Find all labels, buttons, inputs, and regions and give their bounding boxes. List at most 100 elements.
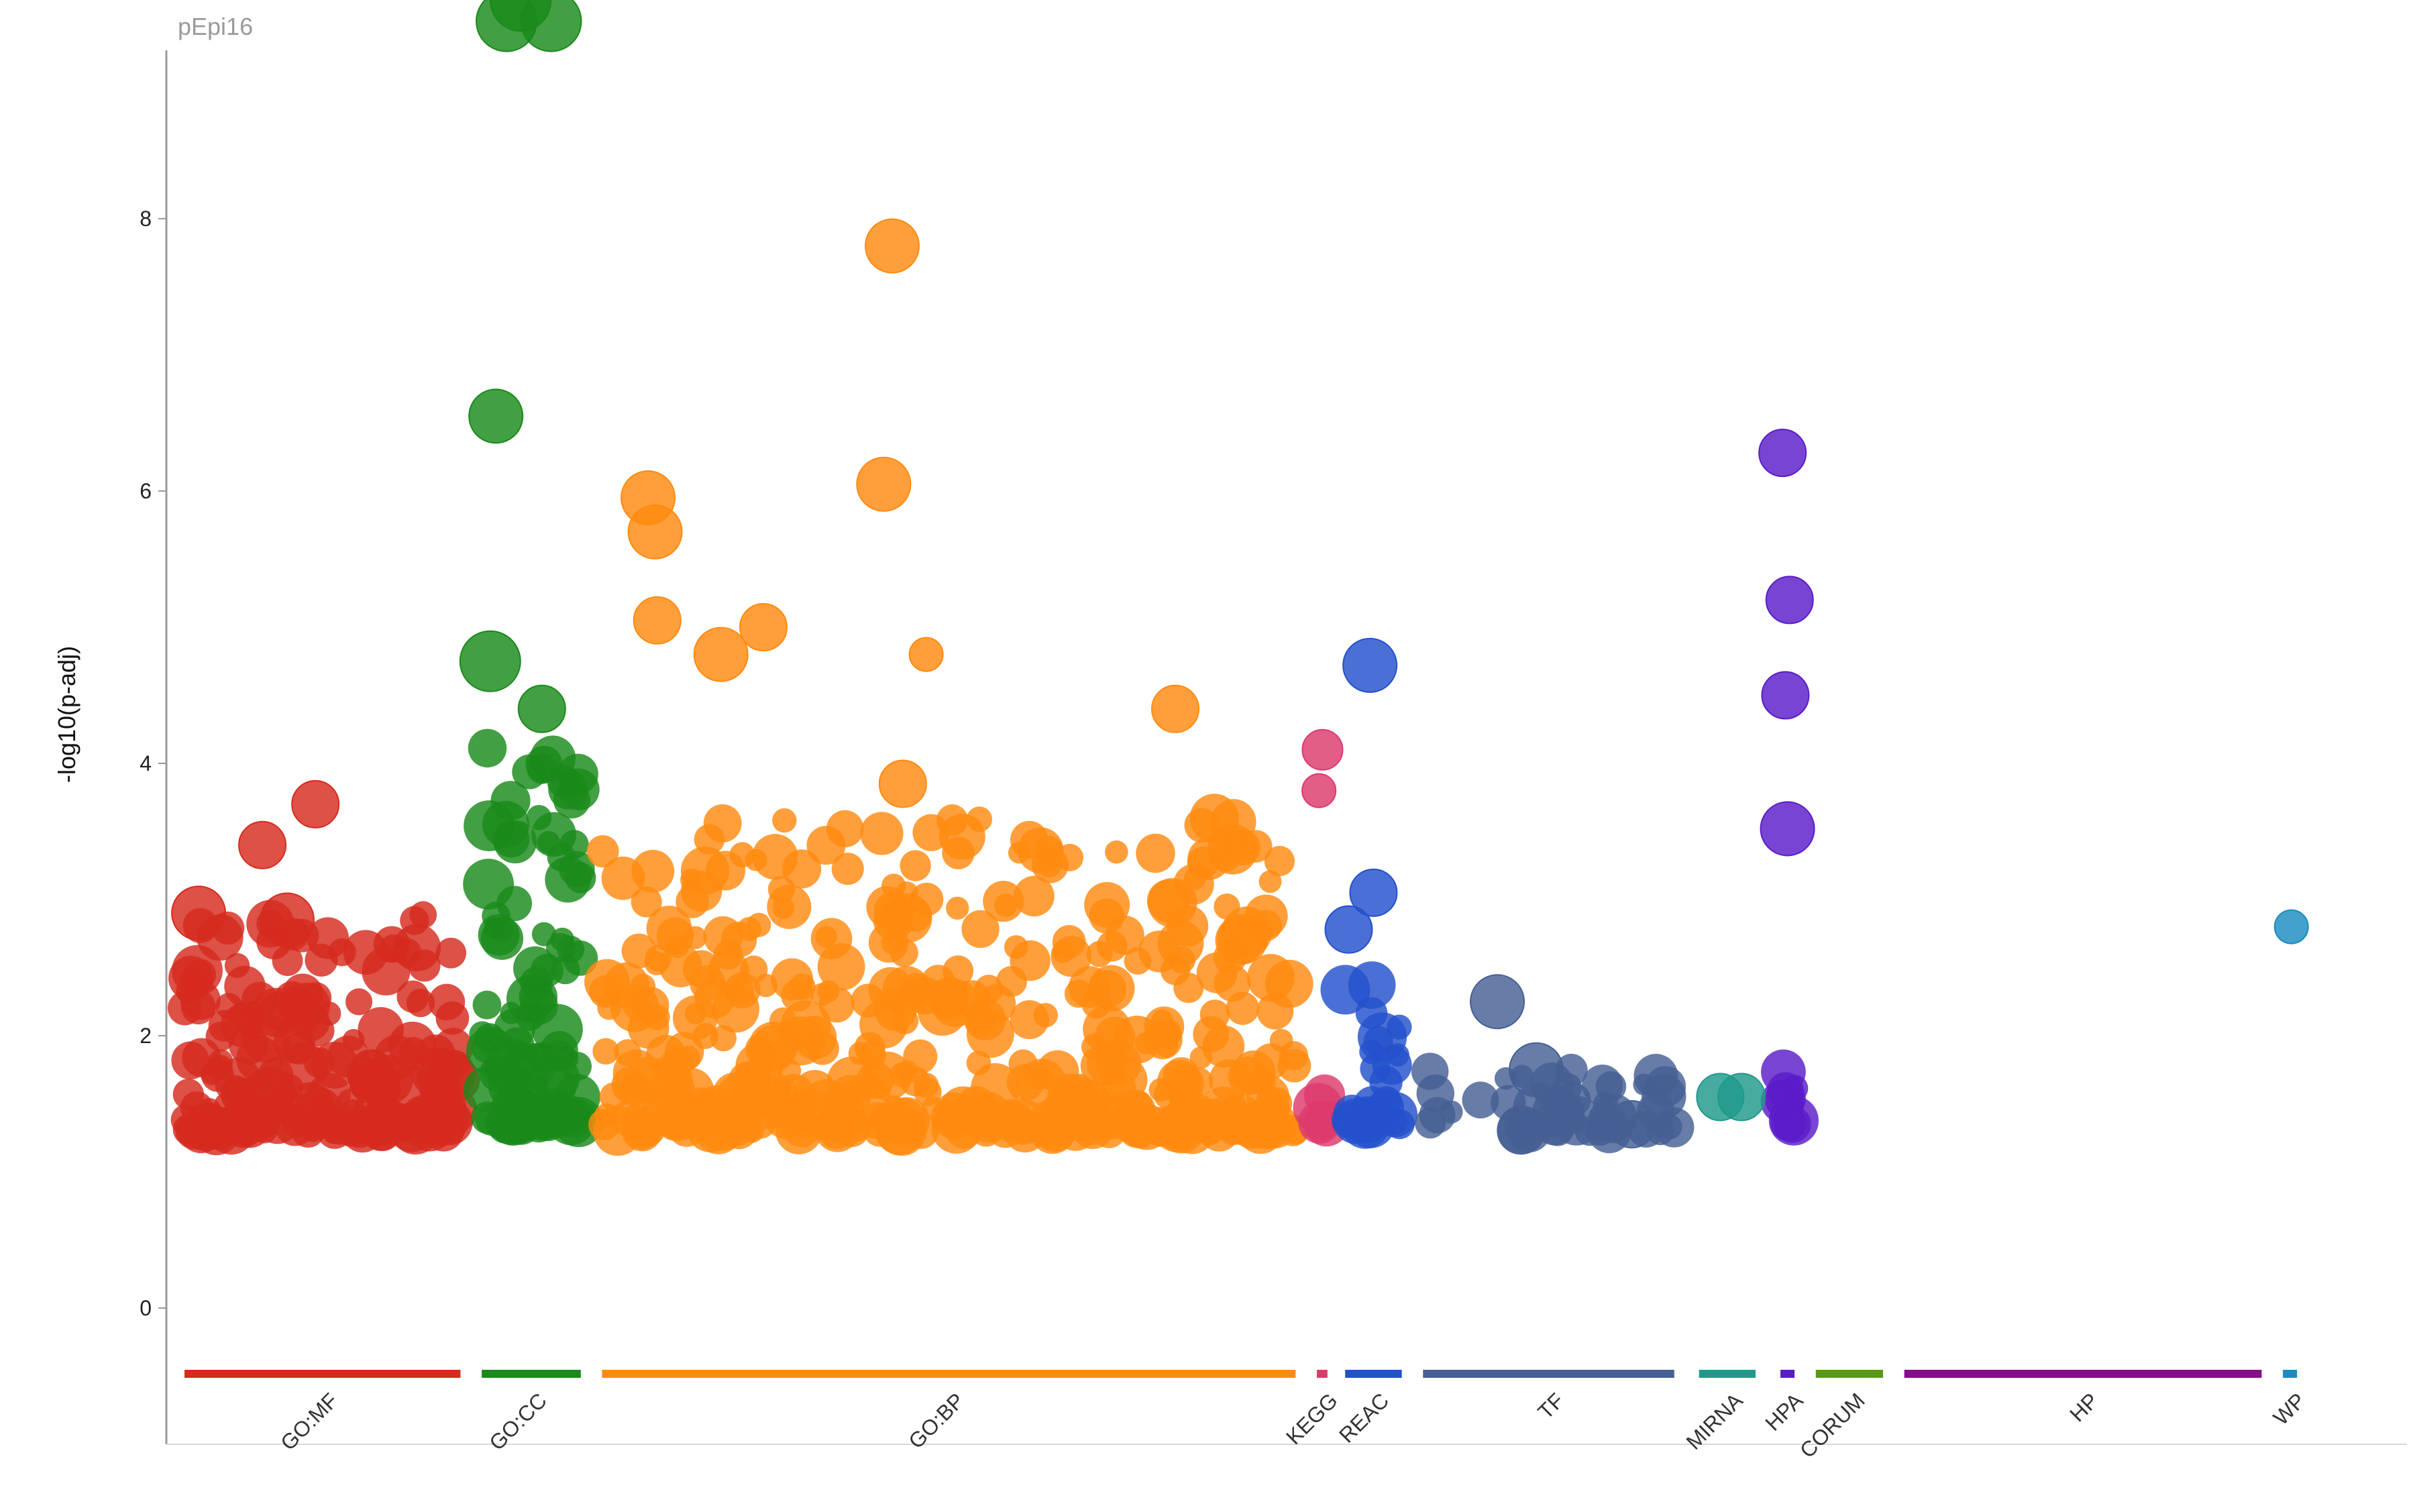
data-point <box>966 806 992 832</box>
data-point <box>463 859 515 910</box>
data-point <box>1349 868 1398 917</box>
data-point <box>793 1069 837 1113</box>
data-point <box>1342 637 1398 693</box>
data-point <box>1324 905 1373 954</box>
data-point <box>474 1023 505 1054</box>
data-point <box>1765 1079 1806 1120</box>
data-point <box>1184 808 1220 843</box>
data-point <box>627 1106 667 1147</box>
data-point <box>1415 1108 1446 1139</box>
data-point <box>1240 830 1273 863</box>
data-point <box>1301 773 1337 808</box>
y-tick-label: 2 <box>140 1024 152 1048</box>
data-point <box>484 1057 513 1086</box>
data-point <box>831 853 864 885</box>
data-point <box>1158 1108 1205 1154</box>
data-point <box>1004 935 1028 959</box>
data-point <box>393 938 421 967</box>
data-point <box>829 1075 871 1117</box>
data-point <box>472 990 502 1020</box>
data-point <box>1068 966 1111 1008</box>
data-point <box>586 835 619 868</box>
data-point <box>530 735 576 781</box>
data-point <box>818 1119 842 1143</box>
data-point <box>695 1108 742 1154</box>
data-point <box>966 1010 1014 1058</box>
data-point <box>1113 1016 1161 1064</box>
data-point <box>236 1036 283 1083</box>
data-point <box>492 820 530 858</box>
data-point <box>1122 1113 1157 1148</box>
data-point <box>1607 1099 1656 1148</box>
y-axis-label: -log10(p-adj) <box>53 646 80 783</box>
data-point <box>739 603 788 651</box>
data-point <box>684 926 707 949</box>
data-point <box>1509 1042 1564 1097</box>
data-point <box>1320 965 1371 1015</box>
plot-area: 02468101214>16values above this threshol… <box>140 0 2407 1462</box>
data-point <box>311 1041 359 1089</box>
y-tick-label: 6 <box>140 479 152 503</box>
data-point <box>208 1048 233 1075</box>
data-point <box>1036 852 1063 878</box>
data-point <box>238 820 287 869</box>
data-point <box>517 684 566 733</box>
data-point <box>1173 973 1204 1004</box>
data-point <box>1758 429 1807 478</box>
data-point <box>1076 1086 1099 1110</box>
data-point <box>961 910 1000 949</box>
source-bar <box>2283 1370 2298 1378</box>
data-point <box>490 781 531 821</box>
data-point <box>171 885 227 941</box>
y-tick-label: 0 <box>140 1296 152 1320</box>
data-point <box>1151 684 1199 733</box>
data-point <box>321 1109 357 1145</box>
data-point <box>1386 1043 1409 1067</box>
data-point <box>1071 1105 1114 1149</box>
data-point <box>542 1097 582 1137</box>
data-point <box>1440 1100 1463 1124</box>
data-point <box>806 826 846 865</box>
data-point <box>860 812 904 855</box>
source-bar <box>1345 1370 1402 1378</box>
data-point <box>1582 1065 1623 1106</box>
data-point <box>936 804 969 836</box>
data-point <box>468 728 507 768</box>
data-point <box>705 851 746 891</box>
data-point <box>903 1039 938 1074</box>
data-point <box>750 1071 791 1112</box>
data-point <box>810 918 853 959</box>
data-point <box>792 1108 816 1132</box>
data-point <box>1199 1000 1230 1030</box>
data-point <box>1008 842 1030 864</box>
y-tick-label: 4 <box>140 751 152 775</box>
data-point <box>703 804 742 843</box>
data-point <box>1717 1073 1766 1122</box>
data-point <box>1028 1065 1053 1090</box>
data-point <box>468 388 524 444</box>
data-point <box>1010 1000 1049 1040</box>
data-point <box>545 857 591 903</box>
data-point <box>409 901 437 929</box>
data-point <box>1269 1028 1293 1052</box>
data-point <box>1462 1081 1499 1119</box>
data-point <box>752 834 798 880</box>
data-point <box>300 982 332 1014</box>
data-point <box>1014 875 1055 917</box>
data-point <box>1353 1086 1391 1124</box>
source-bar <box>1904 1370 2262 1378</box>
data-point <box>1657 1114 1682 1140</box>
data-point <box>234 1006 264 1036</box>
data-point <box>1214 893 1240 920</box>
data-point <box>910 882 944 916</box>
data-point <box>432 1048 454 1070</box>
data-point <box>897 1116 926 1144</box>
source-bar <box>1699 1370 1756 1378</box>
data-point <box>435 937 467 969</box>
data-point <box>496 1078 543 1124</box>
data-point <box>520 967 553 1000</box>
data-point <box>1264 846 1295 877</box>
data-point <box>914 1078 942 1106</box>
data-point <box>900 850 931 881</box>
